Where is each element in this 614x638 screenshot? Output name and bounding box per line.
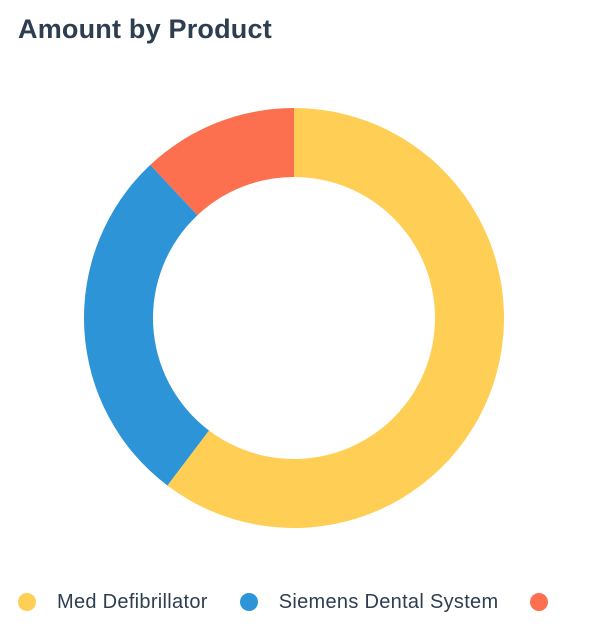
donut-slices [84,108,505,528]
legend-item-third-product[interactable] [530,593,569,611]
legend-marker-med-defibrillator [18,593,36,611]
legend-item-med-defibrillator[interactable]: Med Defibrillator [18,591,208,614]
legend-marker-third-product [530,593,549,611]
donut-chart [84,108,505,528]
chart-title: Amount by Product [18,14,272,44]
donut-slice-med-defibrillator[interactable] [167,108,505,528]
legend-label-siemens-dental-system: Siemens Dental System [278,590,499,613]
chart-legend: Med Defibrillator Siemens Dental System [18,588,601,616]
donut-slice-siemens-dental-system[interactable] [84,164,209,486]
donut-slice-slice-3[interactable] [150,108,294,216]
legend-item-siemens-dental-system[interactable]: Siemens Dental System [239,590,499,614]
legend-label-med-defibrillator: Med Defibrillator [57,590,208,613]
legend-marker-siemens-dental-system [239,593,258,611]
